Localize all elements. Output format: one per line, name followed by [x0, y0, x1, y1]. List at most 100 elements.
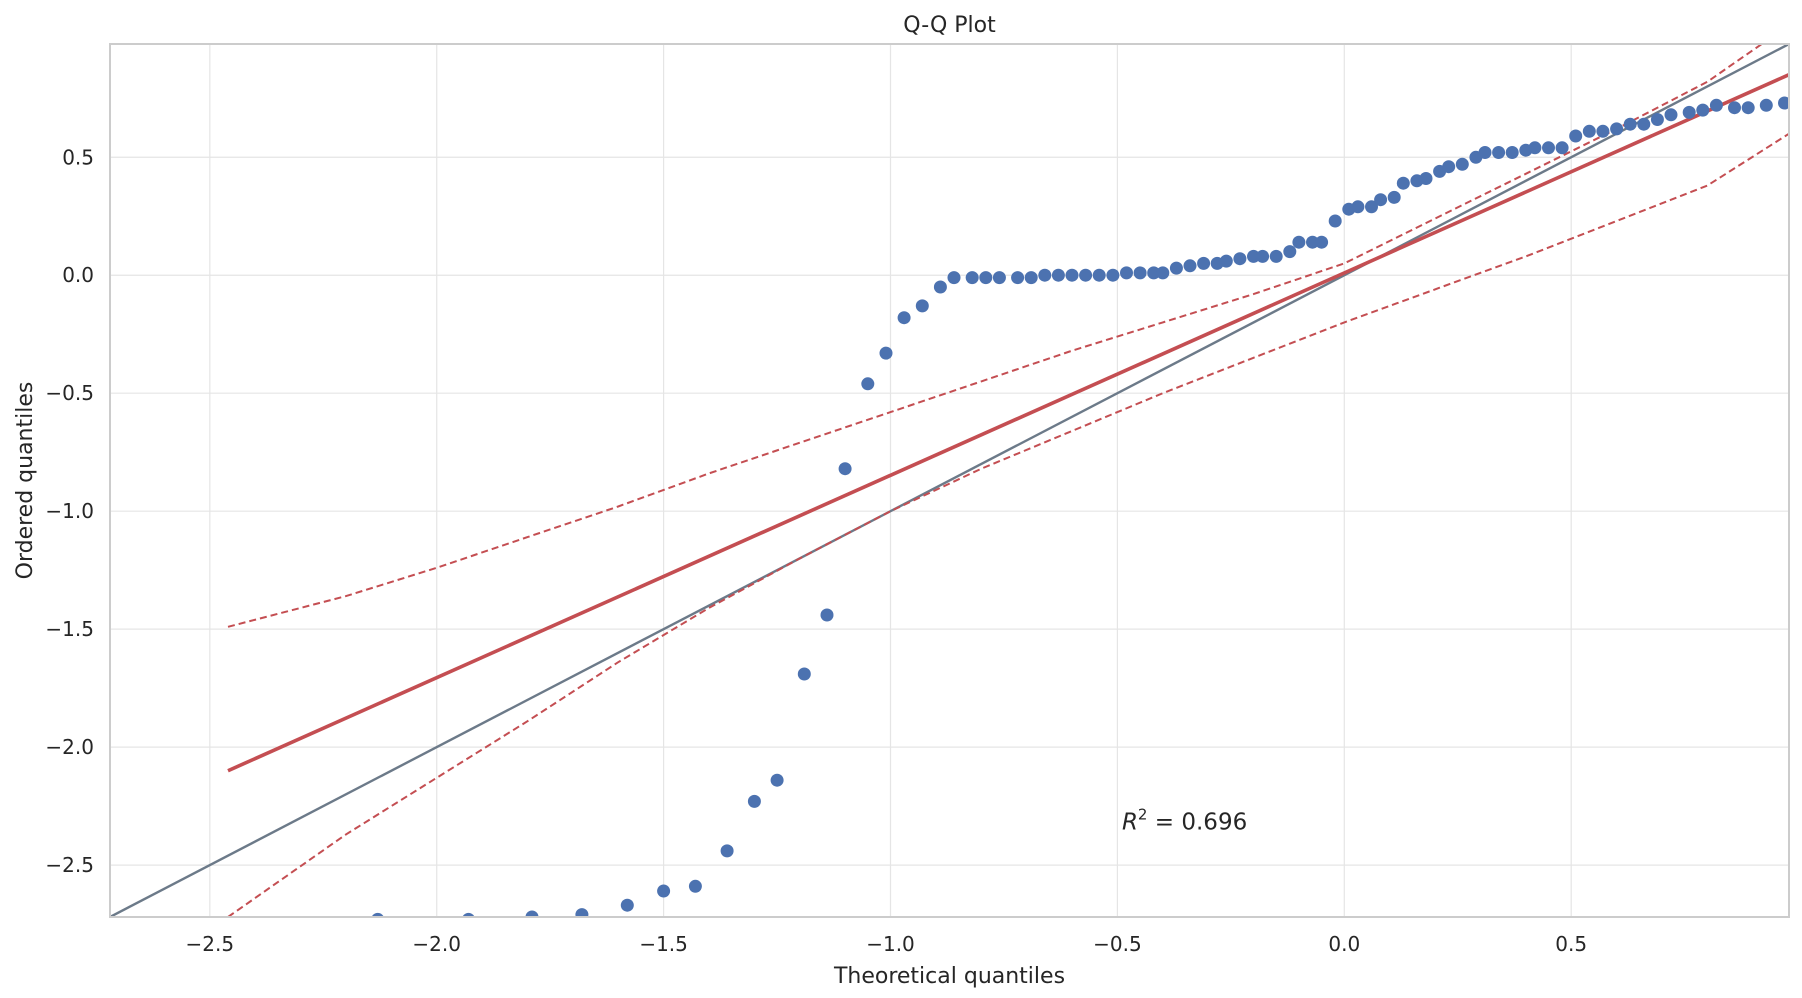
y-tick-label: −1.5: [45, 617, 94, 641]
data-point: [861, 377, 875, 391]
data-point: [1555, 141, 1569, 155]
tick-labels: −2.5 −2.0 −1.5 −1.0 −0.5 0.0 0.5 −2.5 −2.0 −1.5 −1…: [45, 145, 1587, 956]
plot-frame: [109, 43, 1790, 918]
data-point: [1247, 249, 1260, 263]
grid: [110, 44, 1789, 917]
data-point: [838, 462, 852, 476]
data-point: [1387, 190, 1401, 204]
data-point: [747, 794, 761, 808]
data-point: [820, 608, 834, 622]
data-point: [933, 280, 947, 294]
data-points: [371, 96, 1789, 917]
confidence-band-upper: [227, 44, 1763, 628]
data-point: [1233, 252, 1247, 266]
data-point: [1741, 101, 1755, 115]
y-axis-title: Ordered quantiles: [13, 382, 38, 580]
data-point: [1256, 249, 1270, 263]
data-point: [1528, 141, 1542, 155]
data-point: [1419, 172, 1433, 185]
data-point: [1079, 268, 1093, 282]
reference-line: [110, 44, 1789, 917]
data-point: [657, 884, 671, 898]
data-point: [1183, 259, 1197, 273]
x-tick-label: 0.5: [1555, 932, 1587, 956]
data-point: [1024, 271, 1038, 285]
data-point: [1582, 124, 1596, 138]
data-point: [965, 271, 979, 285]
x-tick-label: −2.0: [412, 932, 461, 956]
data-point: [979, 271, 993, 285]
data-point: [1709, 98, 1723, 112]
data-point: [915, 299, 929, 313]
r-squared-symbol: R: [1122, 810, 1138, 836]
data-point: [1478, 146, 1492, 159]
data-point: [1365, 200, 1378, 214]
data-point: [797, 667, 811, 681]
data-point: [1051, 268, 1065, 282]
y-tick-label: −2.0: [45, 735, 94, 759]
data-point: [1682, 105, 1696, 119]
data-point: [947, 271, 961, 285]
data-point: [1610, 122, 1624, 136]
data-point: [1351, 200, 1365, 214]
data-point: [371, 912, 384, 917]
data-point: [1505, 146, 1519, 159]
data-point: [879, 346, 893, 360]
data-point: [620, 898, 634, 912]
data-point: [1455, 157, 1469, 171]
data-point: [1396, 176, 1410, 190]
r-squared-annotation: R2 = 0.696: [1122, 806, 1247, 836]
data-point: [1315, 235, 1329, 249]
data-point: [1065, 268, 1079, 282]
y-tick-label: 0.0: [62, 263, 94, 287]
data-point: [720, 844, 734, 858]
data-point: [1542, 141, 1555, 155]
x-tick-label: 0.0: [1328, 932, 1360, 956]
data-point: [1269, 249, 1283, 263]
y-tick-label: −0.5: [45, 381, 94, 405]
x-tick-label: −2.5: [186, 932, 235, 956]
fit-line: [227, 73, 1789, 773]
data-point: [1219, 254, 1233, 268]
data-point: [1492, 146, 1506, 159]
data-point: [1147, 266, 1161, 280]
data-point: [1038, 268, 1052, 282]
data-point: [575, 908, 589, 917]
data-point: [1197, 256, 1211, 270]
x-tick-label: −1.0: [866, 932, 915, 956]
y-tick-label: 0.5: [62, 145, 94, 169]
data-point: [770, 773, 784, 787]
x-tick-label: −1.5: [639, 932, 688, 956]
data-point: [462, 912, 475, 917]
data-point: [992, 271, 1006, 285]
data-point: [1292, 235, 1306, 249]
data-point: [1106, 268, 1120, 282]
data-point: [1120, 266, 1133, 280]
y-tick-label: −2.5: [45, 853, 94, 877]
data-point: [1650, 113, 1664, 126]
data-point: [1156, 266, 1170, 280]
data-point: [1374, 193, 1388, 207]
y-tick-label: −1.0: [45, 499, 94, 523]
chart-title: Q-Q Plot: [903, 13, 996, 38]
data-point: [1011, 271, 1025, 285]
r-squared-superscript: 2: [1138, 806, 1148, 824]
data-point: [688, 879, 702, 893]
data-point: [1759, 98, 1773, 112]
r-squared-value: = 0.696: [1147, 810, 1247, 836]
data-point: [1596, 124, 1610, 138]
x-tick-label: −0.5: [1093, 932, 1142, 956]
data-point: [1664, 108, 1678, 122]
data-point: [1169, 261, 1183, 275]
data-point: [1728, 101, 1741, 115]
data-point: [897, 311, 911, 325]
data-point: [1637, 117, 1651, 131]
data-point: [1623, 117, 1637, 131]
data-point: [1569, 129, 1583, 143]
lines: [110, 44, 1789, 917]
data-point: [1328, 214, 1342, 228]
data-point: [525, 910, 539, 917]
data-point: [1306, 235, 1319, 249]
